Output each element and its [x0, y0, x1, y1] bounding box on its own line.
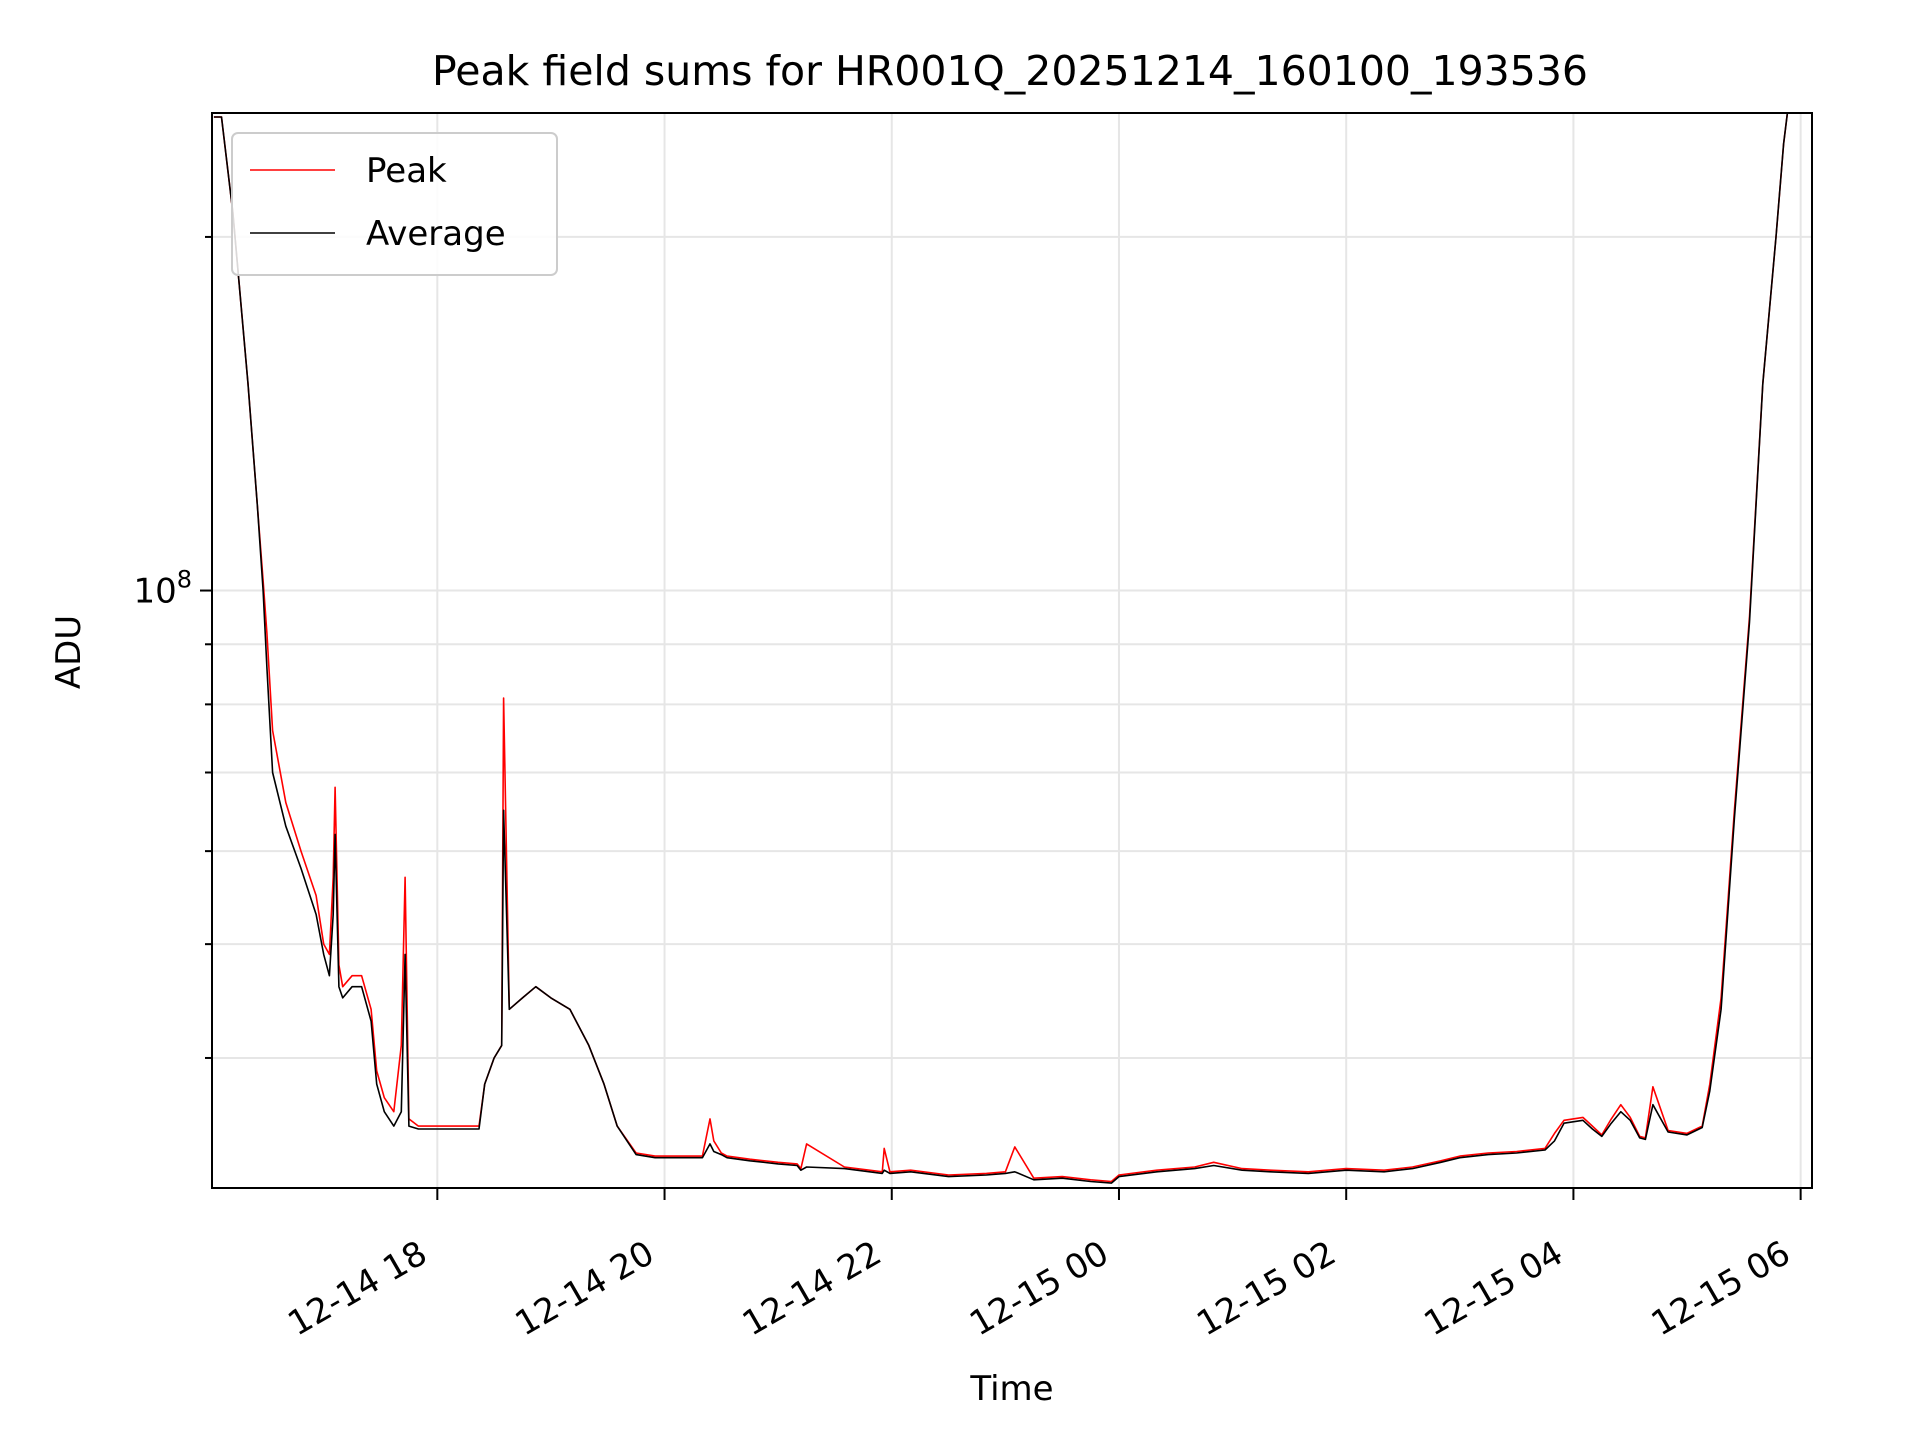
y-axis: 108 — [133, 235, 212, 1059]
legend: Peak Average — [231, 132, 558, 276]
legend-average-label: Average — [366, 214, 506, 254]
series-line-average — [213, 113, 1789, 1184]
grid-layer — [212, 113, 1812, 1188]
series-layer — [213, 113, 1789, 1184]
chart-title: Peak field sums for HR001Q_20251214_1601… — [432, 47, 1588, 95]
y-tick-label-exponent: 8 — [177, 566, 192, 594]
plot-frame — [211, 112, 1813, 1189]
legend-peak-label: Peak — [366, 151, 447, 191]
x-axis-label: Time — [969, 1369, 1053, 1409]
y-tick-label-base: 10 — [133, 572, 176, 612]
y-tick-label: 108 — [133, 566, 192, 612]
legend-box — [231, 132, 558, 276]
series-line-peak — [213, 113, 1789, 1183]
y-axis-label: ADU — [49, 615, 89, 689]
